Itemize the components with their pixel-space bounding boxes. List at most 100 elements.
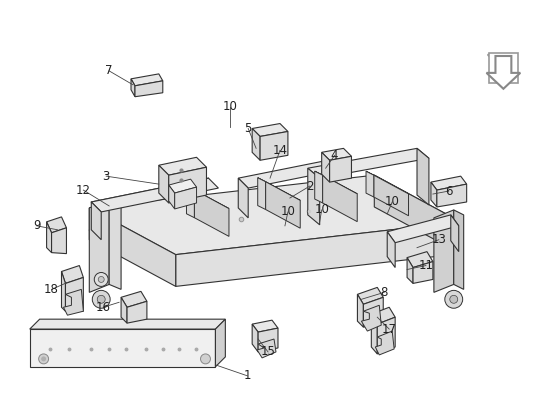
Circle shape	[92, 290, 110, 308]
Text: 10: 10	[385, 196, 400, 208]
Polygon shape	[135, 81, 163, 97]
Polygon shape	[361, 305, 381, 331]
Circle shape	[94, 272, 108, 286]
Polygon shape	[121, 297, 127, 323]
Polygon shape	[257, 339, 276, 358]
Polygon shape	[62, 266, 84, 284]
Polygon shape	[260, 132, 288, 160]
Polygon shape	[364, 297, 383, 327]
Polygon shape	[194, 190, 229, 236]
Polygon shape	[437, 184, 466, 207]
Polygon shape	[375, 175, 461, 254]
Text: 5: 5	[245, 122, 252, 135]
Polygon shape	[47, 217, 67, 233]
Polygon shape	[431, 182, 437, 207]
Polygon shape	[175, 187, 196, 209]
Polygon shape	[63, 289, 84, 315]
Polygon shape	[366, 171, 374, 197]
Polygon shape	[30, 329, 216, 367]
Polygon shape	[387, 232, 395, 268]
Polygon shape	[308, 148, 429, 178]
Text: 17: 17	[382, 322, 397, 336]
Text: 16: 16	[96, 301, 111, 314]
Text: 7: 7	[106, 64, 113, 78]
Polygon shape	[216, 319, 225, 367]
Polygon shape	[169, 167, 206, 203]
Text: 10: 10	[314, 204, 329, 216]
Text: 18: 18	[44, 283, 59, 296]
Polygon shape	[431, 176, 466, 190]
Polygon shape	[488, 53, 518, 83]
Polygon shape	[186, 186, 229, 208]
Polygon shape	[91, 202, 101, 240]
Polygon shape	[487, 56, 520, 89]
Polygon shape	[377, 317, 395, 354]
Polygon shape	[258, 178, 266, 210]
Circle shape	[445, 290, 463, 308]
Polygon shape	[109, 200, 121, 289]
Polygon shape	[258, 178, 300, 200]
Text: 3: 3	[102, 170, 110, 183]
Circle shape	[98, 276, 104, 282]
Polygon shape	[375, 331, 394, 355]
Text: 9: 9	[33, 219, 40, 232]
Polygon shape	[131, 79, 135, 97]
Polygon shape	[407, 258, 413, 284]
Polygon shape	[315, 171, 358, 194]
Circle shape	[450, 295, 458, 303]
Polygon shape	[366, 171, 409, 194]
Polygon shape	[258, 328, 278, 352]
Polygon shape	[89, 175, 461, 255]
Circle shape	[201, 354, 211, 364]
Polygon shape	[62, 272, 65, 311]
Polygon shape	[413, 262, 433, 284]
Polygon shape	[65, 278, 84, 311]
Circle shape	[39, 354, 48, 364]
Text: 6: 6	[445, 184, 453, 198]
Polygon shape	[127, 301, 147, 323]
Polygon shape	[358, 287, 383, 304]
Polygon shape	[323, 175, 358, 222]
Polygon shape	[121, 291, 147, 307]
Circle shape	[41, 356, 46, 361]
Polygon shape	[238, 158, 348, 188]
Polygon shape	[252, 124, 288, 136]
Polygon shape	[186, 186, 194, 218]
Polygon shape	[89, 208, 175, 286]
Polygon shape	[308, 168, 320, 225]
Polygon shape	[387, 215, 459, 243]
Polygon shape	[89, 225, 119, 284]
Polygon shape	[434, 210, 454, 292]
Polygon shape	[175, 222, 461, 286]
Polygon shape	[329, 156, 351, 182]
Text: 1: 1	[244, 369, 251, 382]
Text: 13: 13	[431, 233, 446, 246]
Polygon shape	[159, 157, 206, 175]
Text: 14: 14	[272, 144, 288, 157]
Polygon shape	[52, 228, 67, 254]
Polygon shape	[131, 74, 163, 86]
Polygon shape	[451, 215, 459, 252]
Polygon shape	[322, 152, 329, 182]
Polygon shape	[159, 165, 169, 203]
Polygon shape	[169, 185, 175, 209]
Text: 2: 2	[306, 180, 313, 192]
Text: 10: 10	[280, 206, 295, 218]
Polygon shape	[374, 175, 409, 216]
Polygon shape	[252, 320, 278, 332]
Polygon shape	[89, 200, 109, 292]
Text: 4: 4	[331, 149, 338, 162]
Polygon shape	[371, 307, 395, 324]
Text: 11: 11	[419, 259, 433, 272]
Text: 12: 12	[76, 184, 91, 196]
Polygon shape	[91, 178, 218, 212]
Polygon shape	[407, 252, 433, 268]
Text: 10: 10	[223, 100, 238, 113]
Polygon shape	[169, 179, 196, 193]
Polygon shape	[252, 128, 260, 160]
Circle shape	[97, 295, 105, 303]
Polygon shape	[454, 210, 464, 289]
Text: 8: 8	[381, 286, 388, 299]
Polygon shape	[252, 324, 258, 352]
Polygon shape	[47, 222, 52, 253]
